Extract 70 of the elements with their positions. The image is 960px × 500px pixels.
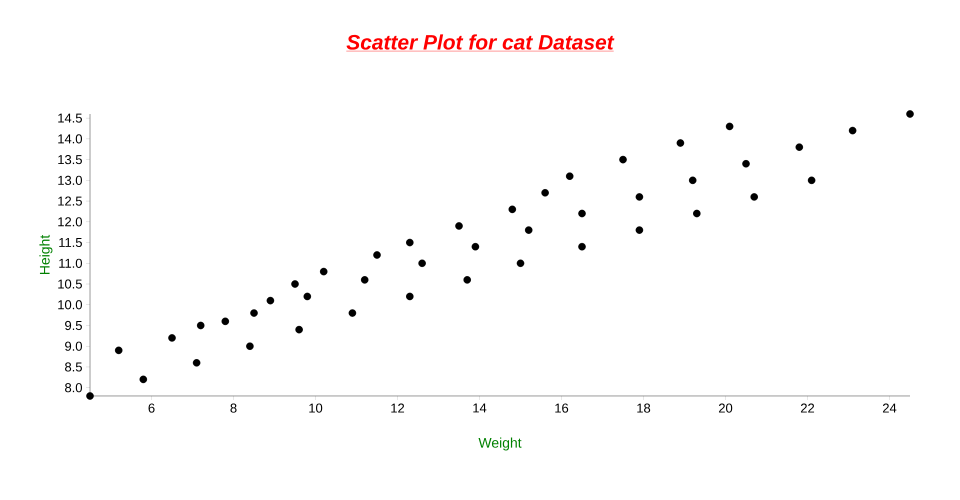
point xyxy=(524,226,532,234)
point xyxy=(291,280,299,288)
point xyxy=(250,309,258,317)
x-tick-label: 18 xyxy=(637,404,650,413)
x-tick-label: 14 xyxy=(473,404,486,412)
x-tick-label: 12 xyxy=(391,404,404,413)
x-tick-label: 20 xyxy=(718,404,732,413)
point xyxy=(140,376,148,384)
x-axis-title: Weight xyxy=(478,438,522,451)
x-tick-label: 24 xyxy=(882,404,896,413)
point xyxy=(693,210,701,218)
point xyxy=(516,259,524,268)
point xyxy=(848,126,856,134)
y-tick-label: 11.5 xyxy=(59,238,82,248)
point xyxy=(348,309,356,317)
point xyxy=(636,193,644,201)
point xyxy=(906,110,914,118)
point xyxy=(796,143,804,151)
chart-title: Scatter Plot for cat Dataset xyxy=(346,34,614,50)
y-tick-label: 13.5 xyxy=(58,155,82,164)
x-tick-label: 6 xyxy=(148,404,155,413)
point xyxy=(86,392,94,400)
point xyxy=(196,322,204,330)
y-tick-label: 8.0 xyxy=(65,383,82,392)
y-tick-label: 8.5 xyxy=(65,362,82,372)
point xyxy=(508,206,516,214)
x-tick-label: 16 xyxy=(555,404,568,413)
point xyxy=(726,122,734,130)
point xyxy=(266,296,274,304)
point xyxy=(636,226,644,234)
y-tick-label: 13.0 xyxy=(58,176,82,185)
point xyxy=(541,188,549,197)
point xyxy=(808,176,816,184)
point xyxy=(406,292,414,300)
point xyxy=(463,276,471,284)
y-tick-label: 10.0 xyxy=(58,300,82,310)
x-tick-label: 22 xyxy=(800,404,814,413)
point xyxy=(320,268,328,276)
y-tick-label: 12.0 xyxy=(58,217,82,226)
point xyxy=(742,160,750,168)
point xyxy=(688,176,696,184)
point xyxy=(360,276,368,284)
point xyxy=(578,242,586,250)
point xyxy=(295,326,303,334)
y-tick-label: 12.5 xyxy=(58,196,82,206)
point xyxy=(246,342,254,350)
point xyxy=(455,222,463,230)
point xyxy=(192,359,200,367)
point xyxy=(418,259,426,268)
y-tick-label: 11.0 xyxy=(59,258,82,268)
point xyxy=(406,238,414,246)
y-tick-label: 14.5 xyxy=(58,114,82,123)
y-tick-label: 14.0 xyxy=(58,134,82,144)
y-tick-label: 9.5 xyxy=(65,320,82,330)
point xyxy=(566,172,574,180)
point xyxy=(676,139,684,147)
x-tick-label: 10 xyxy=(309,404,322,413)
point xyxy=(578,210,586,218)
point xyxy=(114,346,122,354)
point xyxy=(304,292,312,300)
point xyxy=(168,334,176,342)
point xyxy=(222,318,230,326)
x-tick-label: 8 xyxy=(230,404,237,413)
y-tick-label: 9.0 xyxy=(65,342,82,351)
y-tick-label: 10.5 xyxy=(58,279,82,289)
point xyxy=(373,251,381,259)
y-axis-title: Height xyxy=(39,234,52,274)
point xyxy=(750,193,758,201)
point xyxy=(619,156,627,164)
point xyxy=(472,242,480,250)
